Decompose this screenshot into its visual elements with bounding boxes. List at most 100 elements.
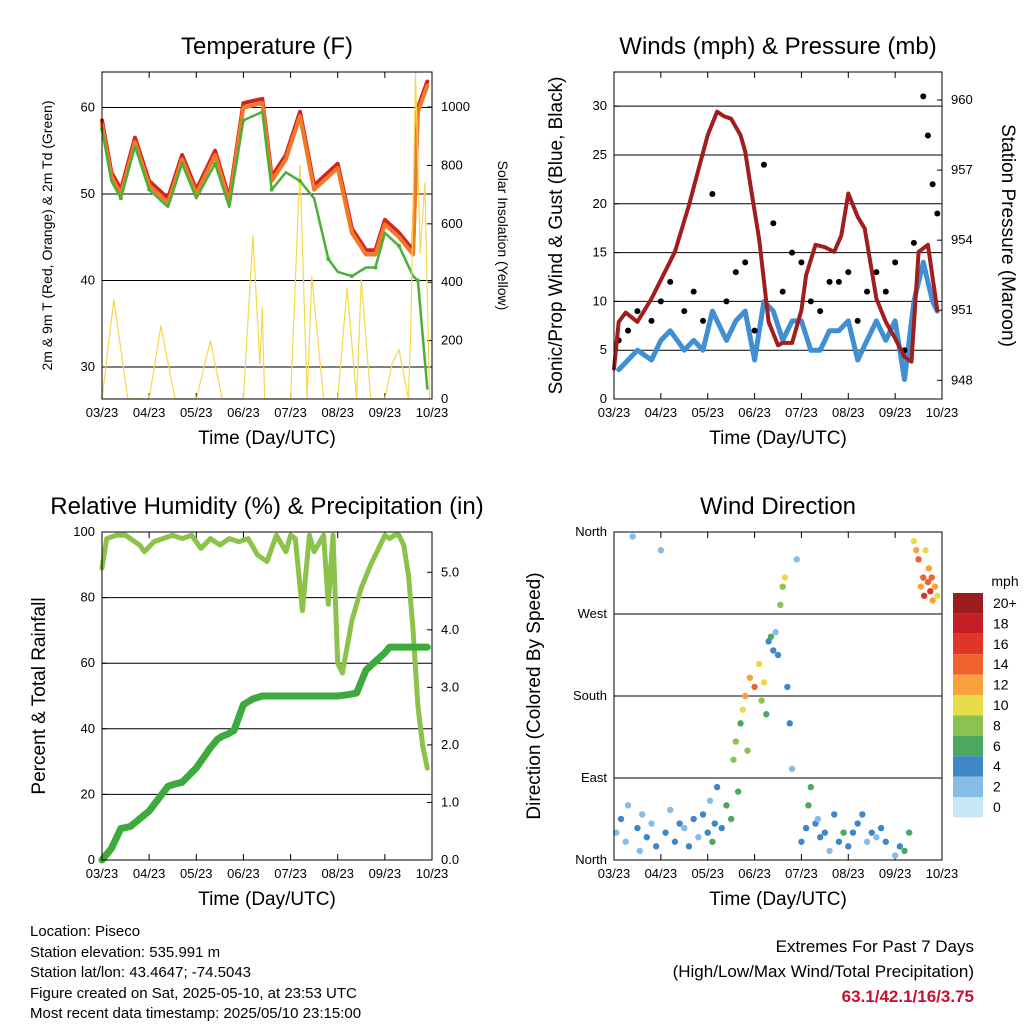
- wdir-xtick-label: 07/23: [785, 866, 818, 881]
- wind-ytick-right-label: 957: [951, 162, 973, 177]
- wdir-point: [925, 565, 933, 572]
- wind-gust-point: [910, 239, 917, 246]
- wdir-point: [917, 583, 925, 590]
- colorbar-swatch: [953, 756, 983, 777]
- wdir-point: [814, 815, 822, 823]
- wind-ytick-label: 15: [593, 245, 607, 260]
- temp-ytick-label: 60: [81, 99, 95, 114]
- wdir-point: [831, 811, 838, 818]
- wdir-point: [931, 583, 939, 590]
- latlon-text: Station lat/lon: 43.4647; -74.5043: [30, 964, 252, 981]
- wdir-point: [704, 829, 711, 836]
- wind-plot-border: [613, 71, 943, 400]
- wdir-point: [744, 747, 751, 754]
- wdir-point: [928, 574, 935, 581]
- wdir-point: [723, 802, 730, 809]
- rh-xtick-label: 06/23: [227, 866, 260, 881]
- rh-ytick-label: 100: [73, 524, 95, 539]
- colorbar-swatch: [953, 695, 983, 716]
- wdir-point: [920, 574, 927, 581]
- wdir-point: [774, 651, 782, 659]
- temp-td-point: [118, 196, 123, 201]
- wdir-plot-border: [613, 531, 943, 861]
- wdir-xtick-label: 08/23: [832, 866, 865, 881]
- wind-gust-point: [826, 278, 833, 285]
- temp-td-point: [241, 118, 246, 123]
- wdir-point: [910, 537, 918, 545]
- temp-ytick-label: 50: [81, 186, 95, 201]
- wdir-point: [671, 838, 679, 845]
- rh-ytick-label: 80: [81, 590, 95, 605]
- wind-xtick-label: 05/23: [691, 405, 724, 420]
- colorbar-label: 20+: [993, 595, 1017, 611]
- temp-ytick-label: 30: [81, 359, 95, 374]
- temp-xtick-label: 07/23: [274, 405, 307, 420]
- temp-ytick-right-label: 600: [441, 216, 463, 231]
- wind-xtick-label: 10/23: [926, 405, 959, 420]
- rh-series-rainfall: [98, 643, 431, 864]
- rh-xtick-label: 08/23: [321, 866, 354, 881]
- temp-td-point: [147, 187, 152, 192]
- extremes-value: 63.1/42.1/16/3.75: [841, 987, 974, 1006]
- wdir-point: [929, 597, 936, 604]
- colorbar-label: 14: [993, 656, 1009, 672]
- wdir-point: [760, 679, 768, 686]
- wdir-point: [896, 843, 904, 850]
- created-text: Figure created on Sat, 2025-05-10, at 23…: [30, 984, 357, 1002]
- wdir-point: [648, 820, 655, 827]
- temp-ytick-right-label: 800: [441, 157, 463, 172]
- wdir-point: [772, 629, 779, 636]
- colorbar-swatch: [953, 674, 983, 695]
- wind-gust-point: [835, 278, 842, 285]
- wind-gust-point: [854, 317, 861, 324]
- station-info: Location: Piseco Station elevation: 535.…: [30, 922, 361, 1025]
- wdir-point: [685, 843, 693, 850]
- wind-gust-point: [779, 288, 786, 295]
- wdir-point: [835, 838, 843, 845]
- wdir-ytick-label: North: [575, 852, 607, 867]
- temp-ytick-right-label: 1000: [441, 99, 470, 114]
- colorbar-swatch: [953, 633, 983, 655]
- temp-td-point: [397, 243, 401, 248]
- rh-ytick-label: 60: [81, 655, 95, 670]
- colorbar-swatch: [953, 797, 983, 818]
- rh-xtick-label: 03/23: [86, 866, 119, 881]
- wdir-xtick-label: 09/23: [879, 866, 912, 881]
- wdir-point: [622, 838, 629, 845]
- colorbar-label: 18: [993, 615, 1009, 631]
- wind-gust-point: [732, 269, 739, 276]
- temp-series-td: [100, 110, 429, 390]
- wdir-point: [779, 583, 786, 590]
- wind-gust-point: [625, 327, 632, 334]
- colorbar-label: 12: [993, 677, 1009, 693]
- wind-ytick-label: 30: [593, 98, 607, 113]
- wind-gust-point: [751, 327, 758, 334]
- wdir-xtick-label: 10/23: [926, 866, 959, 881]
- wdir-point: [690, 815, 697, 823]
- wind-gust-point: [807, 298, 814, 305]
- wdir-point: [845, 843, 852, 850]
- temp-ytick-label: 40: [81, 272, 95, 287]
- wdir-xtick-label: 06/23: [738, 866, 771, 881]
- rh-ylabel-left: Percent & Total Rainfall: [29, 597, 50, 794]
- wind-ytick-label: 0: [600, 391, 607, 406]
- temp-xtick-label: 08/23: [321, 405, 354, 420]
- wdir-point: [652, 843, 660, 850]
- temp-xtick-label: 09/23: [369, 405, 402, 420]
- wind-gust-point: [920, 93, 927, 100]
- colorbar-swatch: [953, 613, 983, 634]
- temp-td-point: [326, 256, 331, 261]
- wdir-point: [636, 847, 643, 855]
- colorbar-title: mph: [991, 573, 1018, 589]
- wdir-point: [920, 592, 928, 599]
- wind-xtick-label: 03/23: [598, 405, 631, 420]
- wdir-point: [924, 578, 932, 586]
- wind-gust-point: [924, 132, 931, 139]
- wdir-point: [913, 547, 920, 554]
- wdir-point: [821, 829, 829, 836]
- wind-gust-point: [760, 161, 767, 168]
- wdir-xtick-label: 04/23: [645, 866, 678, 881]
- wdir-point: [751, 683, 758, 691]
- wdir-point: [840, 829, 847, 836]
- colorbar-label: 6: [993, 738, 1001, 754]
